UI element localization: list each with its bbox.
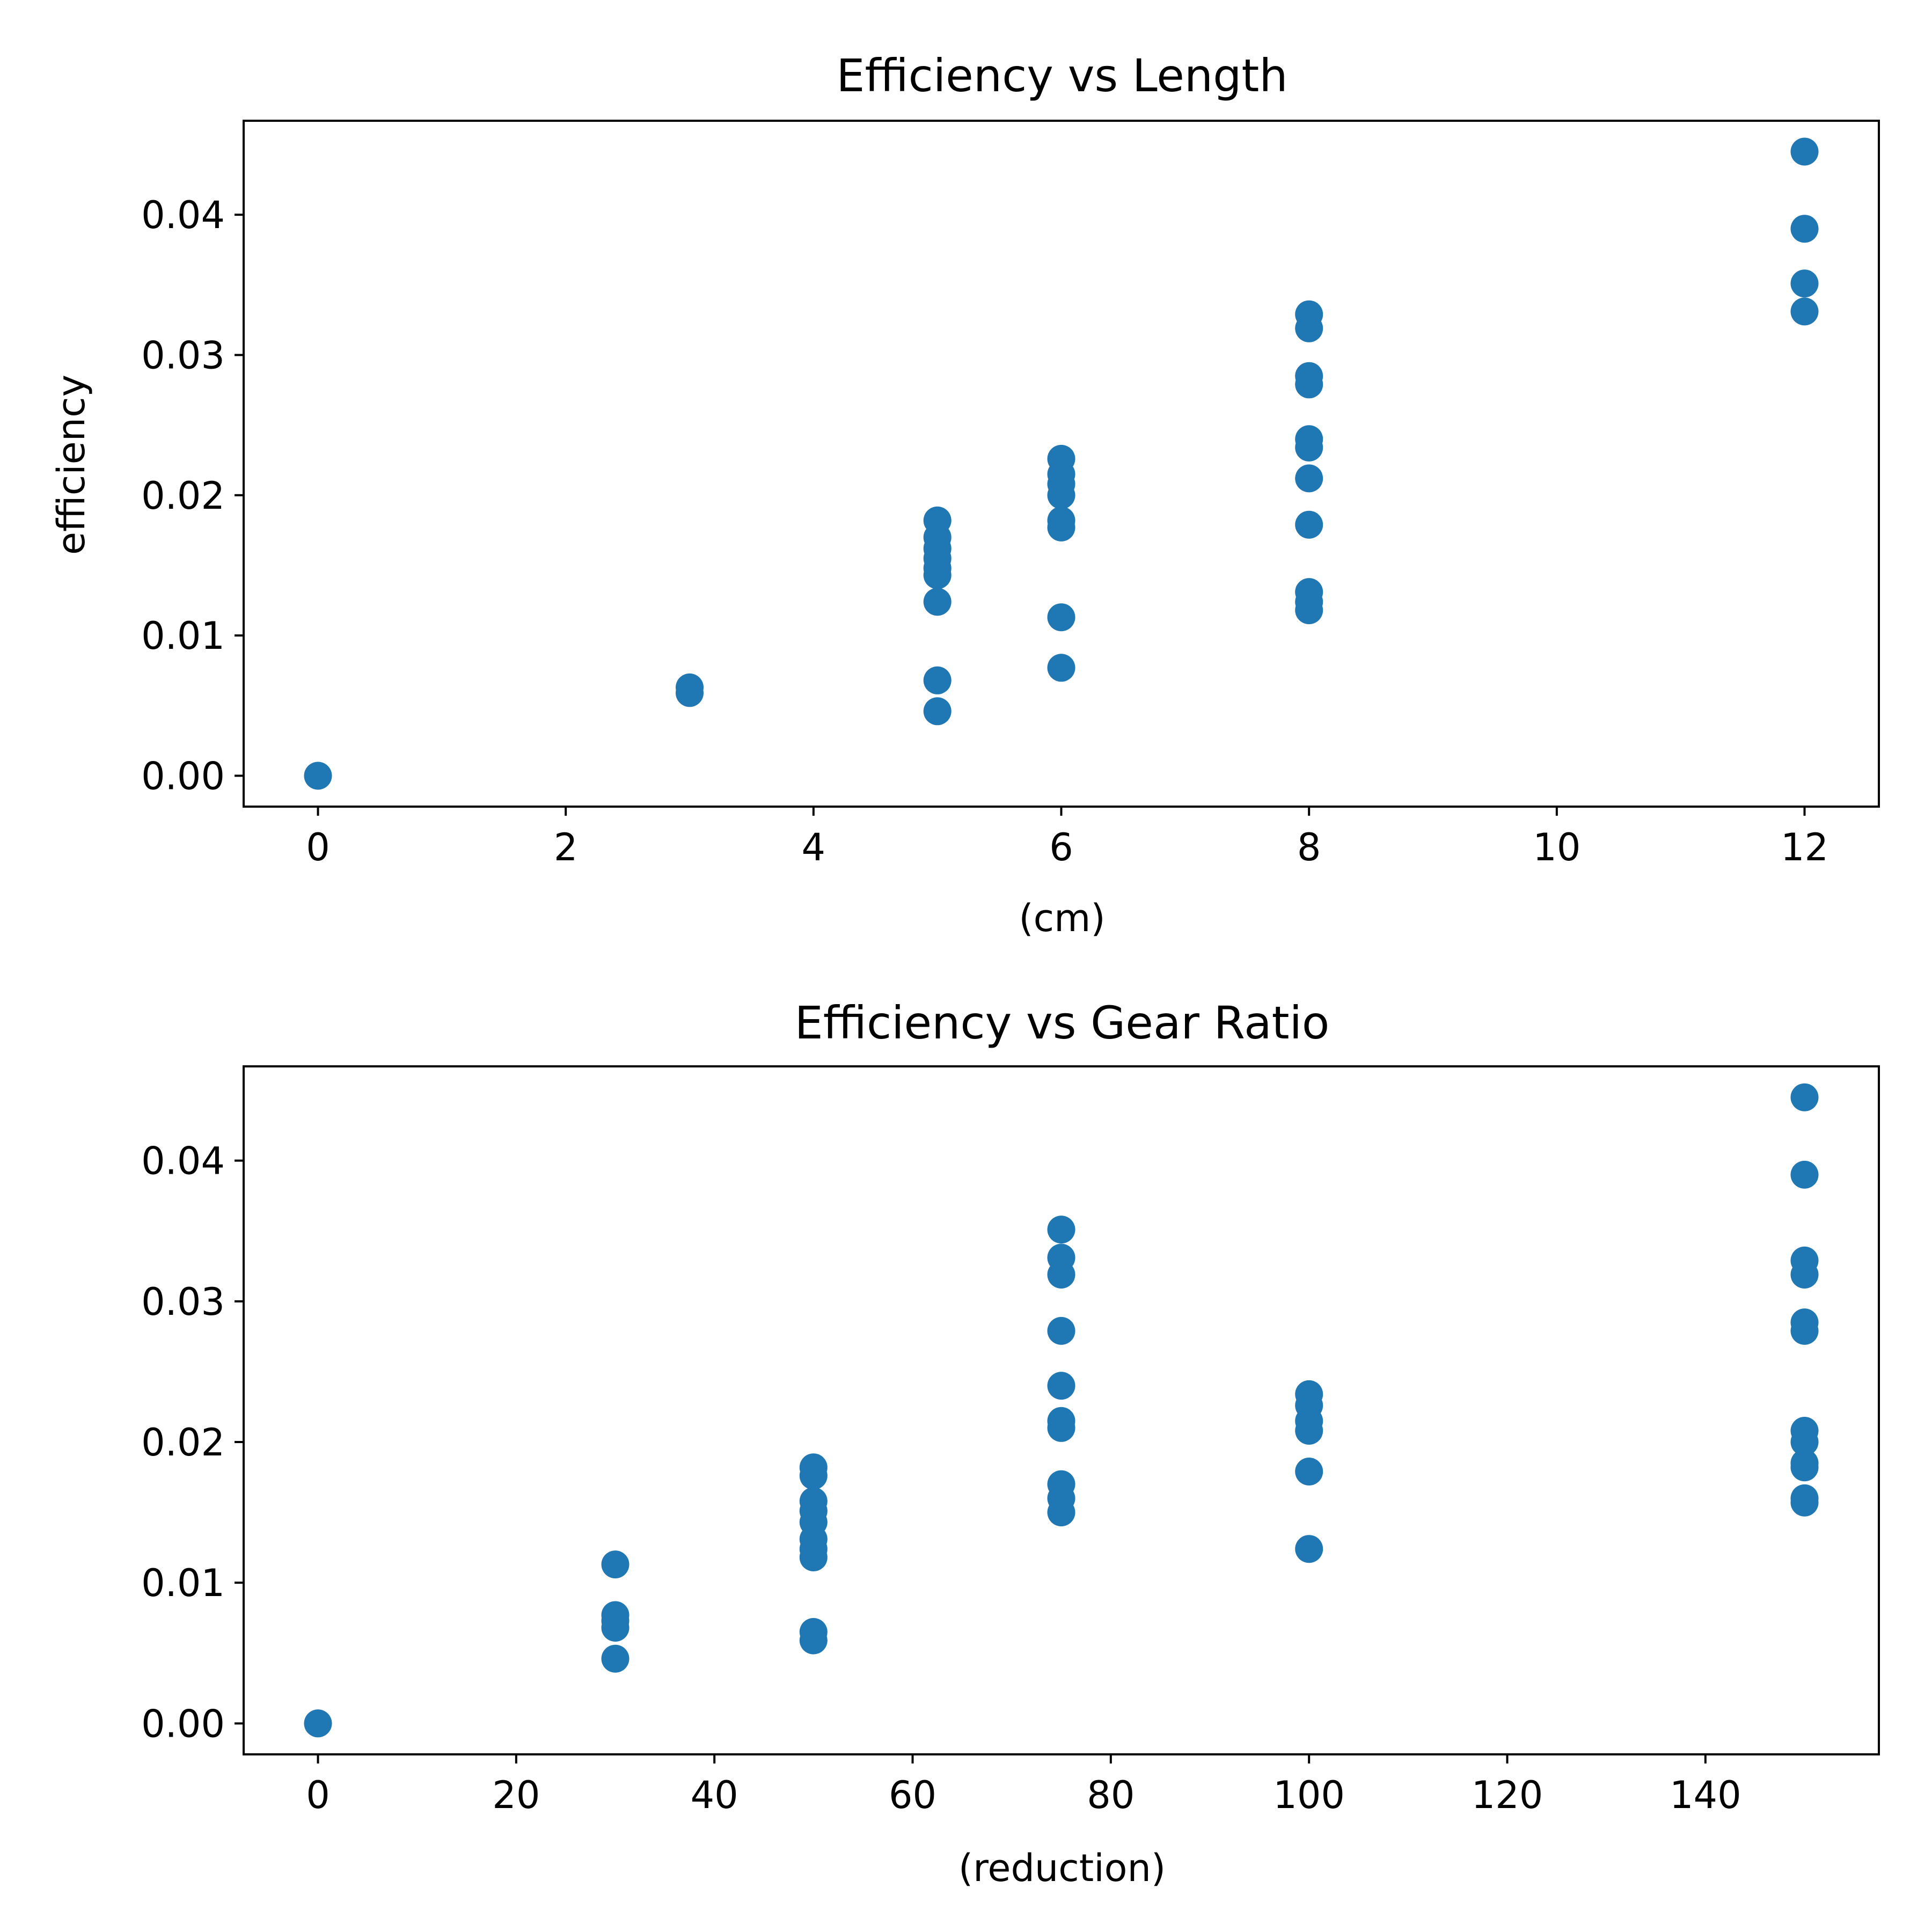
chart-title-gear-ratio: Efficiency vs Gear Ratio bbox=[795, 997, 1330, 1049]
x-tick-label: 0 bbox=[306, 825, 330, 869]
y-ticks-length: 0.00 0.01 0.02 0.03 0.04 bbox=[141, 193, 244, 799]
y-tick-label: 0.04 bbox=[141, 1139, 225, 1183]
y-tick-label: 0.01 bbox=[141, 614, 225, 658]
x-tick-label: 140 bbox=[1670, 1773, 1741, 1817]
scatter-point bbox=[1790, 137, 1819, 166]
plot-frame-gear-ratio bbox=[243, 1065, 1880, 1755]
scatter-point bbox=[1295, 314, 1323, 342]
scatter-point bbox=[799, 1543, 828, 1571]
scatter-point bbox=[799, 1461, 828, 1490]
subplot-gear-ratio: Efficiency vs Gear Ratio 0 20 40 60 80 100 120… bbox=[141, 997, 1880, 1890]
scatter-point bbox=[1047, 1414, 1075, 1442]
x-tick-label: 12 bbox=[1781, 825, 1828, 869]
scatter-point bbox=[1790, 1083, 1819, 1111]
scatter-point bbox=[1047, 1261, 1075, 1289]
x-tick-label: 120 bbox=[1472, 1773, 1543, 1817]
scatter-point bbox=[1790, 1453, 1819, 1482]
x-tick-label: 10 bbox=[1533, 825, 1580, 869]
x-tick-label: 2 bbox=[554, 825, 578, 869]
scatter-point bbox=[1295, 1458, 1323, 1485]
x-tick-label: 40 bbox=[691, 1773, 738, 1817]
scatter-point bbox=[923, 588, 952, 616]
scatter-point bbox=[1047, 654, 1075, 682]
y-axis-label-length: efficiency bbox=[49, 375, 93, 555]
x-axis-label-gear-ratio: (reduction) bbox=[958, 1846, 1166, 1890]
scatter-point bbox=[1790, 297, 1819, 326]
scatter-point bbox=[1047, 1372, 1075, 1400]
y-tick-label: 0.04 bbox=[141, 193, 225, 237]
x-tick-label: 80 bbox=[1087, 1773, 1135, 1817]
scatter-point bbox=[1790, 1488, 1819, 1517]
scatter-point bbox=[601, 1644, 630, 1673]
scatter-point bbox=[799, 1626, 828, 1655]
scatter-point bbox=[1047, 481, 1075, 509]
y-tick-label: 0.00 bbox=[141, 755, 225, 799]
x-tick-label: 0 bbox=[306, 1773, 330, 1817]
scatter-point bbox=[304, 1709, 332, 1738]
scatter-point bbox=[1047, 1498, 1075, 1527]
x-ticks-gear-ratio: 0 20 40 60 80 100 120 140 bbox=[306, 1754, 1741, 1817]
x-tick-label: 100 bbox=[1273, 1773, 1345, 1817]
scatter-point bbox=[1790, 215, 1819, 243]
scatter-point bbox=[923, 697, 952, 726]
scatter-point bbox=[1295, 596, 1323, 625]
scatter-points-length bbox=[304, 137, 1819, 790]
x-tick-label: 4 bbox=[802, 825, 826, 869]
x-ticks-length: 0 2 4 6 8 10 12 bbox=[306, 807, 1828, 869]
x-tick-label: 8 bbox=[1297, 825, 1321, 869]
scatter-point bbox=[1295, 510, 1323, 539]
scatter-point bbox=[1790, 1428, 1819, 1456]
scatter-point bbox=[1790, 269, 1819, 298]
chart-title-length: Efficiency vs Length bbox=[836, 49, 1287, 102]
scatter-point bbox=[304, 762, 332, 790]
scatter-point bbox=[1295, 433, 1323, 462]
scatter-point bbox=[1790, 1160, 1819, 1189]
scatter-point bbox=[1295, 370, 1323, 399]
scatter-point bbox=[1790, 1316, 1819, 1345]
x-axis-label-length: (cm) bbox=[1019, 896, 1105, 940]
x-tick-label: 20 bbox=[492, 1773, 540, 1817]
scatter-point bbox=[923, 561, 952, 589]
y-tick-label: 0.02 bbox=[141, 474, 225, 518]
y-ticks-gear-ratio: 0.00 0.01 0.02 0.03 0.04 bbox=[141, 1139, 244, 1746]
x-tick-label: 6 bbox=[1049, 825, 1073, 869]
y-tick-label: 0.03 bbox=[141, 333, 225, 377]
scatter-point bbox=[1295, 1417, 1323, 1445]
scatter-point bbox=[676, 679, 704, 707]
scatter-point bbox=[1790, 1261, 1819, 1289]
scatter-point bbox=[923, 666, 952, 694]
scatter-point bbox=[1047, 1316, 1075, 1345]
scatter-points-gear-ratio bbox=[304, 1083, 1819, 1738]
scatter-point bbox=[1295, 464, 1323, 493]
scatter-point bbox=[1295, 1535, 1323, 1563]
y-tick-label: 0.00 bbox=[141, 1702, 225, 1746]
subplot-length: Efficiency vs Length 0 2 4 6 8 10 12 0.000.010… bbox=[49, 49, 1880, 940]
scatter-point bbox=[601, 1550, 630, 1579]
y-tick-label: 0.01 bbox=[141, 1561, 225, 1605]
y-tick-label: 0.02 bbox=[141, 1421, 225, 1465]
scatter-point bbox=[1047, 1216, 1075, 1244]
x-tick-label: 60 bbox=[889, 1773, 936, 1817]
scatter-point bbox=[1047, 513, 1075, 541]
scatter-point bbox=[601, 1614, 630, 1642]
scatter-point bbox=[1047, 603, 1075, 632]
y-tick-label: 0.03 bbox=[141, 1280, 225, 1324]
